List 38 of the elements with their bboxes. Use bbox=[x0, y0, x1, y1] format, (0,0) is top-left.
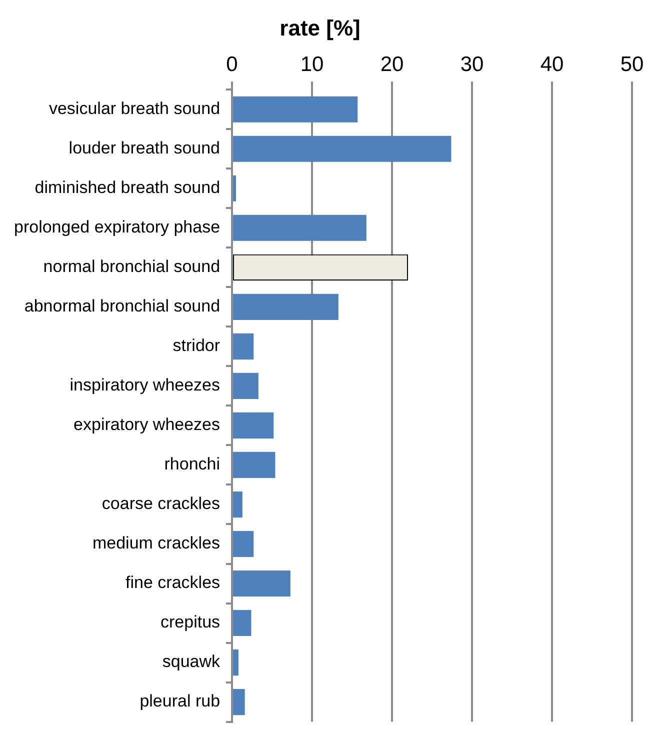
y-tick-label: crepitus bbox=[160, 612, 220, 632]
y-tick-label: stridor bbox=[172, 336, 220, 356]
y-tick-label: expiratory wheezes bbox=[74, 415, 220, 434]
chart-title: rate [%] bbox=[280, 15, 360, 40]
x-tick-label: 50 bbox=[620, 52, 644, 76]
bar bbox=[233, 610, 252, 636]
y-tick-label: abnormal bronchial sound bbox=[24, 296, 220, 316]
bar bbox=[233, 136, 452, 162]
bar bbox=[233, 452, 276, 478]
y-tick-label: rhonchi bbox=[164, 454, 220, 474]
bar bbox=[233, 294, 338, 320]
bar bbox=[233, 96, 358, 122]
y-tick-label: inspiratory wheezes bbox=[70, 376, 220, 395]
y-tick-label: coarse crackles bbox=[102, 494, 220, 514]
x-tick-label: 30 bbox=[460, 52, 484, 76]
y-tick-label: prolonged expiratory phase bbox=[14, 218, 220, 237]
y-tick-label: squawk bbox=[162, 652, 221, 672]
bar bbox=[233, 649, 238, 676]
bar bbox=[233, 491, 242, 518]
bar bbox=[233, 333, 254, 360]
y-tick-label: pleural rub bbox=[140, 692, 220, 711]
y-tick-label: medium crackles bbox=[92, 534, 220, 553]
y-tick-label: louder breath sound bbox=[68, 138, 220, 158]
y-tick-label: normal bronchial sound bbox=[43, 257, 220, 276]
x-tick-label: 0 bbox=[226, 52, 238, 76]
bar bbox=[233, 530, 254, 558]
bar bbox=[233, 175, 236, 202]
x-tick-label: 10 bbox=[300, 52, 324, 76]
bar bbox=[233, 689, 245, 716]
bar bbox=[233, 570, 290, 597]
bar bbox=[233, 412, 274, 438]
bar bbox=[233, 214, 366, 241]
x-tick-label: 40 bbox=[540, 52, 564, 76]
y-tick-label: fine crackles bbox=[126, 573, 220, 592]
y-tick-label: diminished breath sound bbox=[34, 178, 220, 198]
bar bbox=[233, 372, 258, 399]
y-tick-label: vesicular breath sound bbox=[48, 99, 220, 118]
x-tick-label: 20 bbox=[380, 52, 404, 76]
